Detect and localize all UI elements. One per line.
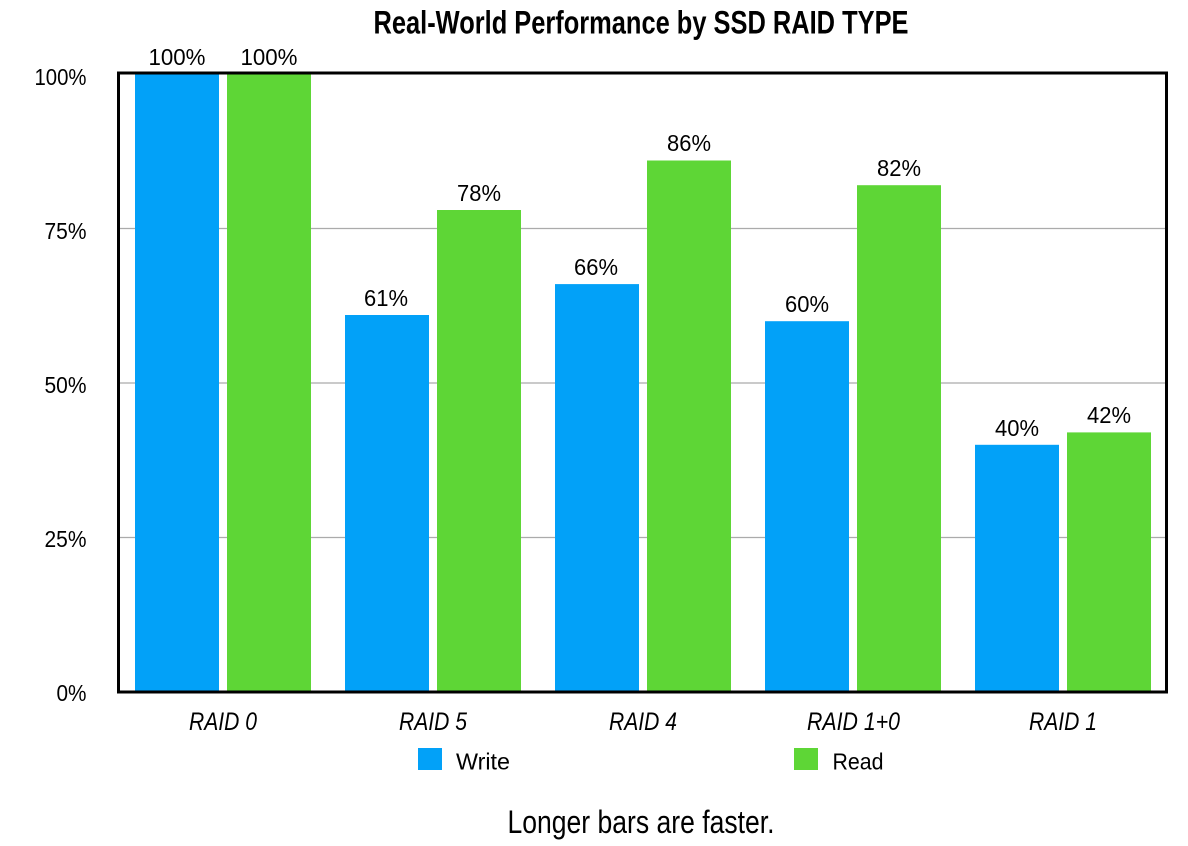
svg-text:75%: 75%: [45, 218, 87, 244]
svg-text:Read: Read: [833, 749, 884, 775]
svg-text:40%: 40%: [995, 415, 1039, 441]
svg-text:Write: Write: [456, 749, 510, 775]
svg-text:RAID 0: RAID 0: [189, 708, 257, 736]
svg-text:0%: 0%: [57, 680, 87, 706]
svg-text:42%: 42%: [1087, 402, 1131, 428]
svg-text:RAID 4: RAID 4: [609, 708, 677, 736]
svg-text:86%: 86%: [667, 130, 711, 156]
svg-text:RAID 1: RAID 1: [1029, 708, 1097, 736]
svg-text:100%: 100%: [241, 44, 298, 70]
svg-text:82%: 82%: [877, 155, 921, 181]
svg-text:Real-World Performance by SSD: Real-World Performance by SSD RAID TYPE: [374, 5, 909, 41]
svg-text:100%: 100%: [35, 64, 87, 90]
svg-text:60%: 60%: [785, 291, 829, 317]
svg-text:100%: 100%: [149, 44, 206, 70]
svg-text:78%: 78%: [457, 180, 501, 206]
svg-text:50%: 50%: [45, 372, 87, 398]
svg-text:RAID 1+0: RAID 1+0: [807, 708, 900, 736]
svg-text:Longer bars are faster.: Longer bars are faster.: [508, 804, 775, 840]
svg-text:RAID 5: RAID 5: [399, 708, 467, 736]
svg-text:61%: 61%: [364, 285, 408, 311]
svg-text:66%: 66%: [574, 254, 618, 280]
svg-text:25%: 25%: [45, 526, 87, 552]
